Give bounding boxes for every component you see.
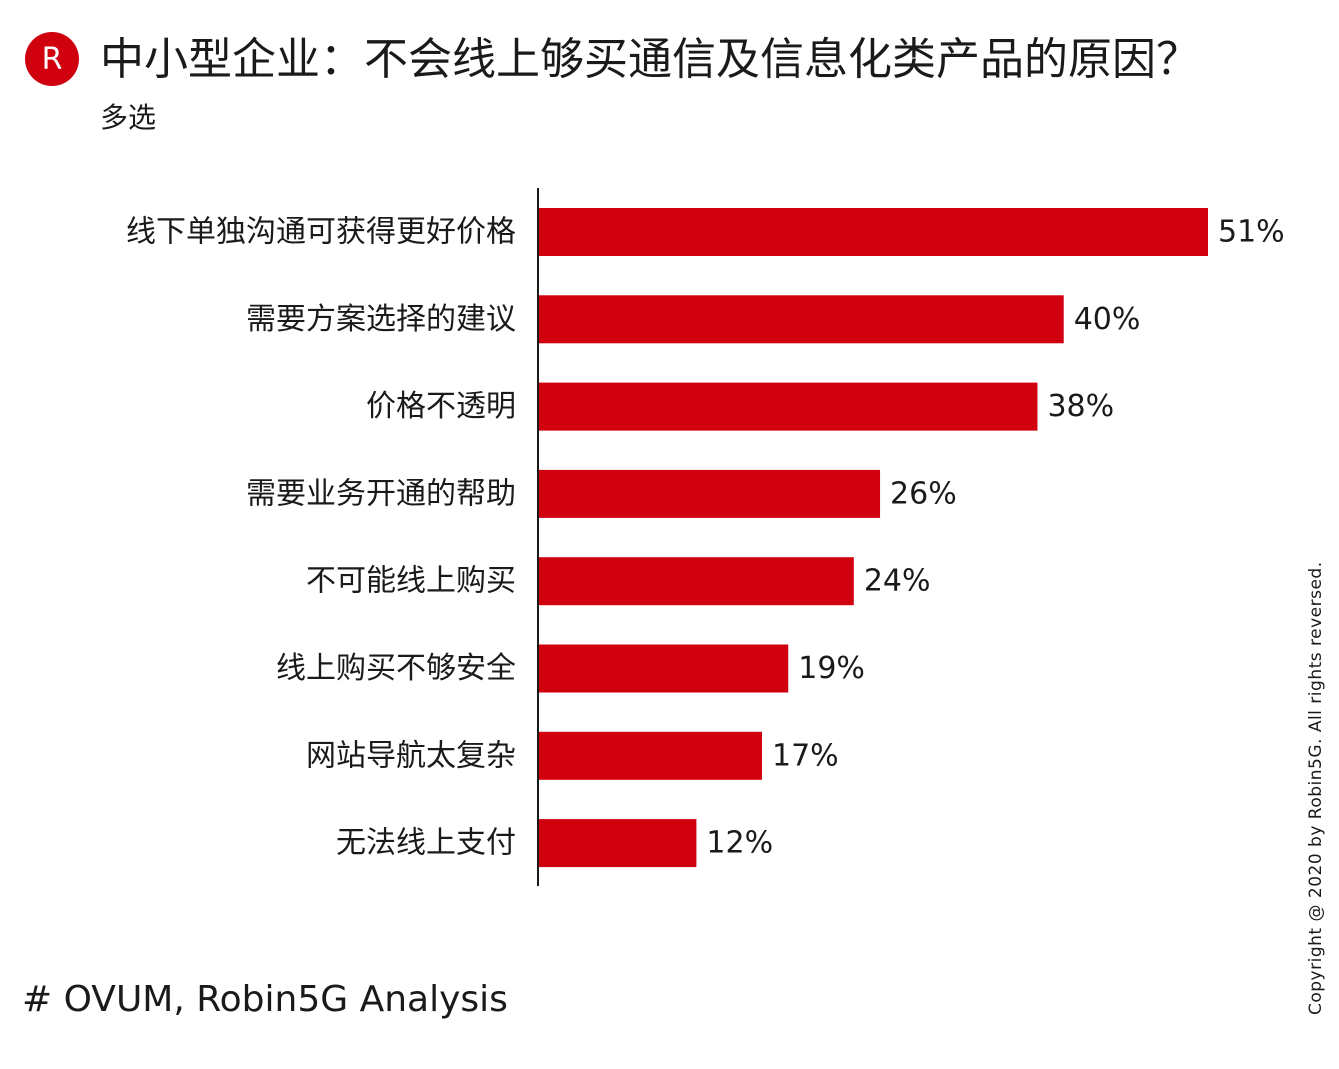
copyright-notice: Copyright @ 2020 by Robin5G. All rights … <box>1306 561 1326 1015</box>
category-label: 无法线上支付 <box>336 826 516 861</box>
bar <box>539 644 789 693</box>
brand-logo-icon: R <box>25 32 79 86</box>
value-label: 40% <box>1074 302 1141 337</box>
bar <box>539 382 1038 431</box>
chart-title: 中小型企业：不会线上够买通信及信息化类产品的原因？ <box>100 34 1200 85</box>
source-note: # OVUM, Robin5G Analysis <box>22 979 508 1020</box>
logo-letter: R <box>41 41 63 77</box>
bar <box>539 819 697 868</box>
category-label: 网站导航太复杂 <box>306 738 516 773</box>
category-label: 线上购买不够安全 <box>276 651 516 686</box>
value-label: 17% <box>772 738 839 773</box>
bar <box>539 557 854 606</box>
value-label: 51% <box>1218 215 1285 250</box>
category-label: 需要业务开通的帮助 <box>246 476 516 511</box>
chart-subtitle: 多选 <box>100 101 157 134</box>
value-label: 26% <box>890 476 957 511</box>
category-label: 价格不透明 <box>366 389 516 424</box>
category-label: 线下单独沟通可获得更好价格 <box>126 215 516 250</box>
bar <box>539 208 1208 256</box>
value-label: 38% <box>1047 389 1114 424</box>
category-label: 需要方案选择的建议 <box>246 302 516 337</box>
value-label: 24% <box>864 564 931 599</box>
value-label: 19% <box>798 651 865 686</box>
bar <box>539 731 762 780</box>
value-label: 12% <box>706 826 773 861</box>
bar <box>539 469 881 518</box>
category-label: 不可能线上购买 <box>306 564 516 599</box>
bar <box>539 295 1064 344</box>
